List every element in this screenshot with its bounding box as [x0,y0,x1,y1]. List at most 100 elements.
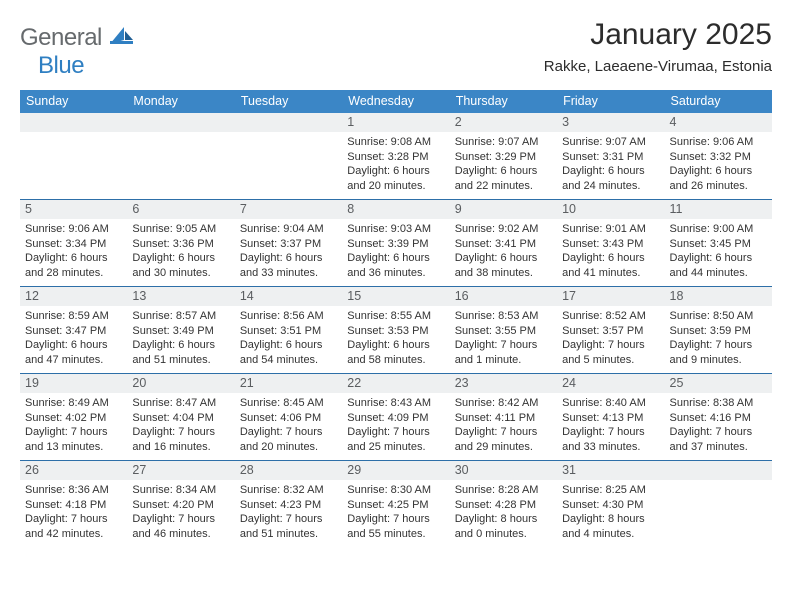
day-cell: 1Sunrise: 9:08 AMSunset: 3:28 PMDaylight… [342,113,449,199]
dayB-text: and 20 minutes. [347,179,444,194]
sunset-text: Sunset: 4:23 PM [240,498,337,513]
dayB-text: and 22 minutes. [455,179,552,194]
day-number: 13 [127,287,234,306]
dayB-text: and 9 minutes. [670,353,767,368]
dayB-text: and 37 minutes. [670,440,767,455]
week-row: 1Sunrise: 9:08 AMSunset: 3:28 PMDaylight… [20,113,772,200]
sunrise-text: Sunrise: 8:59 AM [25,309,122,324]
sunrise-text: Sunrise: 9:06 AM [670,135,767,150]
day-detail: Sunrise: 9:06 AMSunset: 3:34 PMDaylight:… [20,219,127,286]
sunset-text: Sunset: 3:37 PM [240,237,337,252]
dayB-text: and 58 minutes. [347,353,444,368]
dayA-text: Daylight: 6 hours [670,251,767,266]
sunrise-text: Sunrise: 8:36 AM [25,483,122,498]
sunset-text: Sunset: 3:28 PM [347,150,444,165]
day-cell: 13Sunrise: 8:57 AMSunset: 3:49 PMDayligh… [127,287,234,373]
day-detail: Sunrise: 8:36 AMSunset: 4:18 PMDaylight:… [20,480,127,547]
brand-text: General Blue [20,24,134,80]
sunrise-text: Sunrise: 8:45 AM [240,396,337,411]
day-cell [20,113,127,199]
weekday-header: Sunday Monday Tuesday Wednesday Thursday… [20,90,772,113]
sunset-text: Sunset: 3:59 PM [670,324,767,339]
sunset-text: Sunset: 3:51 PM [240,324,337,339]
dayB-text: and 4 minutes. [562,527,659,542]
dayA-text: Daylight: 6 hours [347,251,444,266]
day-number: 9 [450,200,557,219]
day-detail: Sunrise: 9:03 AMSunset: 3:39 PMDaylight:… [342,219,449,286]
dayB-text: and 33 minutes. [562,440,659,455]
day-number: 6 [127,200,234,219]
week-row: 5Sunrise: 9:06 AMSunset: 3:34 PMDaylight… [20,200,772,287]
day-cell: 31Sunrise: 8:25 AMSunset: 4:30 PMDayligh… [557,461,664,547]
dayA-text: Daylight: 7 hours [562,425,659,440]
day-detail: Sunrise: 9:01 AMSunset: 3:43 PMDaylight:… [557,219,664,286]
day-cell: 20Sunrise: 8:47 AMSunset: 4:04 PMDayligh… [127,374,234,460]
dayA-text: Daylight: 6 hours [25,251,122,266]
dayA-text: Daylight: 7 hours [347,512,444,527]
week-row: 26Sunrise: 8:36 AMSunset: 4:18 PMDayligh… [20,461,772,547]
day-detail: Sunrise: 8:28 AMSunset: 4:28 PMDaylight:… [450,480,557,547]
month-title: January 2025 [544,18,772,52]
sail-icon [110,32,134,49]
sunset-text: Sunset: 4:16 PM [670,411,767,426]
day-number: 1 [342,113,449,132]
dayB-text: and 55 minutes. [347,527,444,542]
dayB-text: and 5 minutes. [562,353,659,368]
sunrise-text: Sunrise: 9:02 AM [455,222,552,237]
day-number: 8 [342,200,449,219]
dayB-text: and 38 minutes. [455,266,552,281]
dayA-text: Daylight: 6 hours [562,251,659,266]
sunrise-text: Sunrise: 8:53 AM [455,309,552,324]
dayB-text: and 54 minutes. [240,353,337,368]
dayA-text: Daylight: 6 hours [240,338,337,353]
sunset-text: Sunset: 3:45 PM [670,237,767,252]
brand-part2: Blue [38,52,84,79]
day-detail: Sunrise: 8:30 AMSunset: 4:25 PMDaylight:… [342,480,449,547]
dayB-text: and 46 minutes. [132,527,229,542]
day-cell: 4Sunrise: 9:06 AMSunset: 3:32 PMDaylight… [665,113,772,199]
sunset-text: Sunset: 3:55 PM [455,324,552,339]
day-cell [665,461,772,547]
brand-part1: General [20,24,102,51]
day-detail: Sunrise: 8:56 AMSunset: 3:51 PMDaylight:… [235,306,342,373]
day-detail: Sunrise: 8:55 AMSunset: 3:53 PMDaylight:… [342,306,449,373]
sunset-text: Sunset: 3:36 PM [132,237,229,252]
day-number: 17 [557,287,664,306]
day-cell: 24Sunrise: 8:40 AMSunset: 4:13 PMDayligh… [557,374,664,460]
dayB-text: and 42 minutes. [25,527,122,542]
day-detail: Sunrise: 9:06 AMSunset: 3:32 PMDaylight:… [665,132,772,199]
sunrise-text: Sunrise: 8:32 AM [240,483,337,498]
sunrise-text: Sunrise: 8:43 AM [347,396,444,411]
day-detail: Sunrise: 8:52 AMSunset: 3:57 PMDaylight:… [557,306,664,373]
day-cell [127,113,234,199]
sunset-text: Sunset: 4:18 PM [25,498,122,513]
dayA-text: Daylight: 7 hours [25,512,122,527]
day-cell: 10Sunrise: 9:01 AMSunset: 3:43 PMDayligh… [557,200,664,286]
day-number: 29 [342,461,449,480]
day-number: 7 [235,200,342,219]
sunrise-text: Sunrise: 8:38 AM [670,396,767,411]
dayA-text: Daylight: 6 hours [240,251,337,266]
day-number: 21 [235,374,342,393]
sunrise-text: Sunrise: 9:03 AM [347,222,444,237]
day-cell: 9Sunrise: 9:02 AMSunset: 3:41 PMDaylight… [450,200,557,286]
dayB-text: and 24 minutes. [562,179,659,194]
dayB-text: and 1 minute. [455,353,552,368]
day-number: 25 [665,374,772,393]
day-cell: 22Sunrise: 8:43 AMSunset: 4:09 PMDayligh… [342,374,449,460]
day-number: 11 [665,200,772,219]
day-cell: 3Sunrise: 9:07 AMSunset: 3:31 PMDaylight… [557,113,664,199]
dayA-text: Daylight: 7 hours [132,425,229,440]
dayA-text: Daylight: 6 hours [347,338,444,353]
sunset-text: Sunset: 4:28 PM [455,498,552,513]
day-cell: 12Sunrise: 8:59 AMSunset: 3:47 PMDayligh… [20,287,127,373]
day-number: 10 [557,200,664,219]
dayA-text: Daylight: 7 hours [562,338,659,353]
header: General Blue January 2025 Rakke, Laeaene… [20,18,772,80]
dayB-text: and 29 minutes. [455,440,552,455]
dayB-text: and 13 minutes. [25,440,122,455]
sunrise-text: Sunrise: 8:49 AM [25,396,122,411]
sunrise-text: Sunrise: 8:52 AM [562,309,659,324]
sunset-text: Sunset: 4:06 PM [240,411,337,426]
day-number: 26 [20,461,127,480]
